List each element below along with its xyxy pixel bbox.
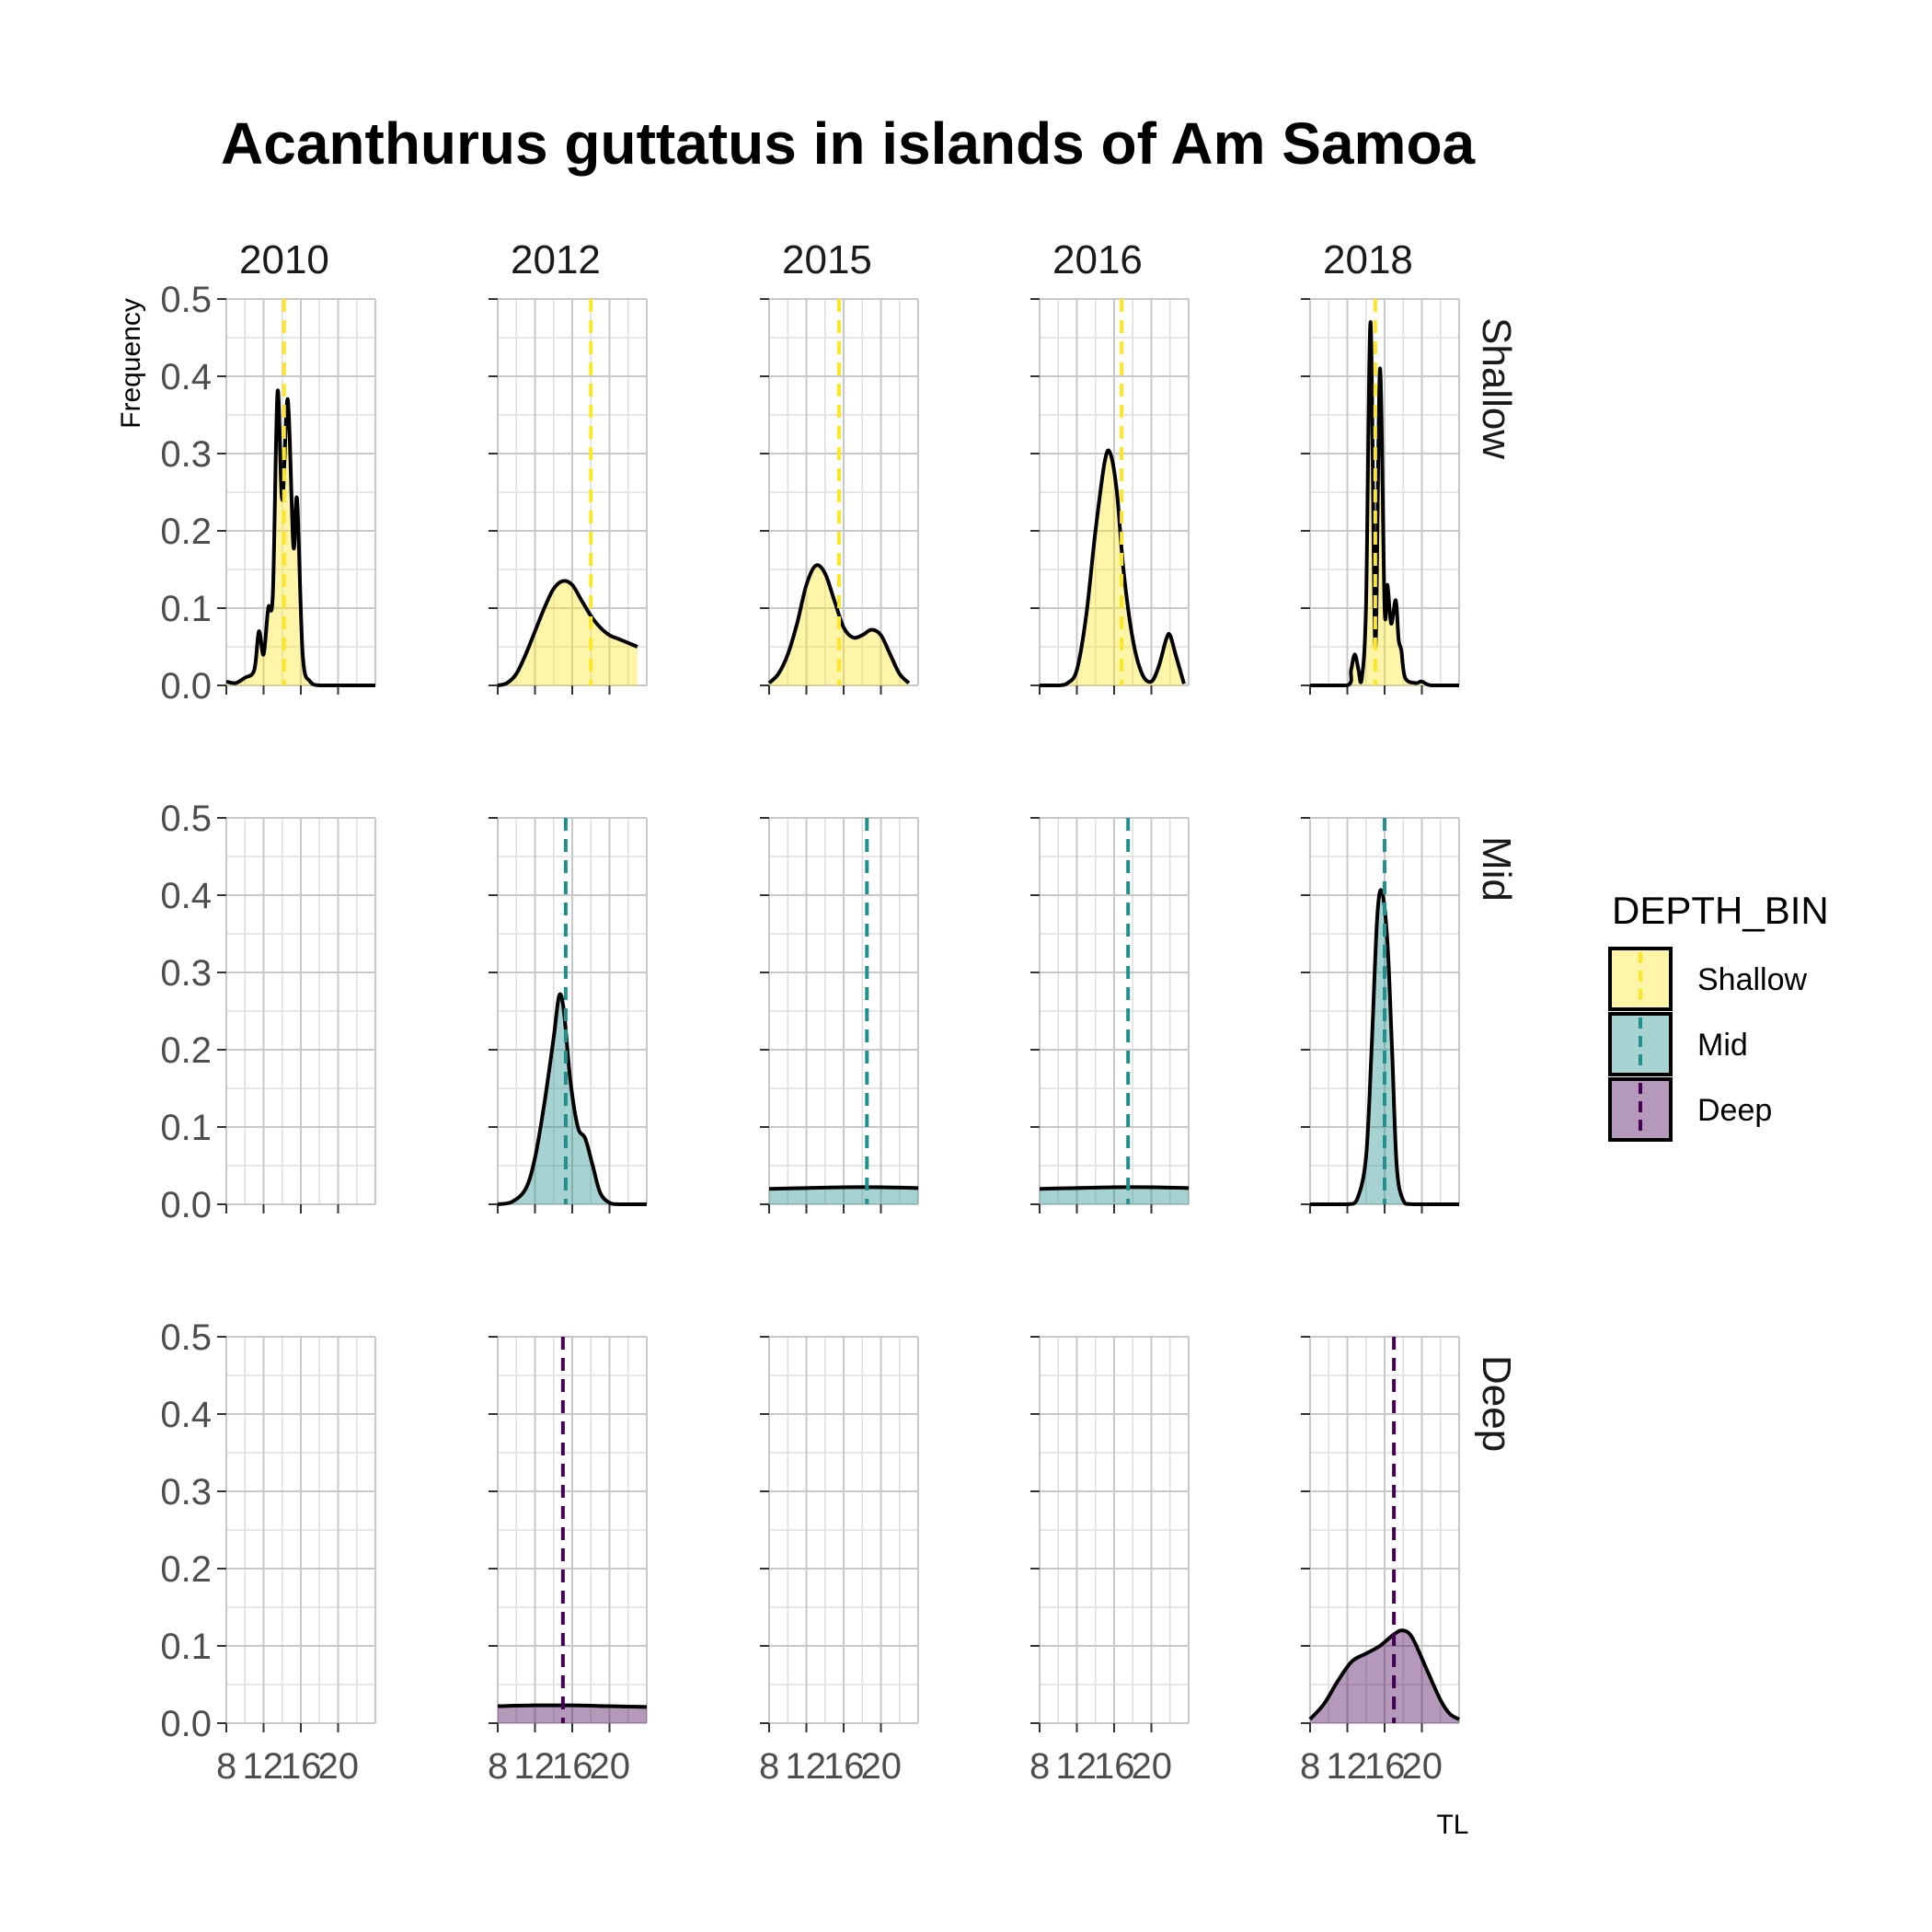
strip-label-mid: Mid (1474, 836, 1519, 902)
density-line-2015-shallow (767, 563, 911, 684)
facet-panels: 2010 2012 2015 2016 2018ShallowMidDeep0.00.1… (160, 237, 1519, 1787)
density-line-2010-shallow (225, 388, 375, 687)
strip-label-shallow: Shallow (1474, 317, 1519, 459)
panel-2016-shallow (1030, 298, 1190, 695)
y-tick-label: 0.4 (160, 1395, 212, 1435)
strip-label-2016: 2016 (1052, 237, 1143, 282)
strip-label-deep: Deep (1474, 1355, 1519, 1452)
legend-label-shallow: Shallow (1697, 962, 1808, 997)
y-tick-label: 0.0 (160, 1185, 212, 1225)
y-tick-label: 0.3 (160, 1472, 212, 1512)
panel-2015-shallow (760, 298, 919, 695)
x-tick-label: 8 (488, 1746, 508, 1787)
x-tick-label: 20 (590, 1746, 631, 1787)
density-line-2016-mid (1039, 1185, 1190, 1191)
y-tick-label: 0.0 (160, 666, 212, 707)
legend-title: DEPTH_BIN (1612, 889, 1829, 932)
y-tick-label: 0.1 (160, 1108, 212, 1148)
x-tick-label: 12 (514, 1746, 556, 1787)
x-tick-label: 20 (1132, 1746, 1173, 1787)
density-line-2015-mid (768, 1185, 919, 1191)
x-tick-label: 8 (759, 1746, 779, 1787)
density-line-2018-mid (1310, 888, 1459, 1206)
x-tick-label: 12 (1327, 1746, 1368, 1787)
density-line-2012-deep (497, 1703, 648, 1709)
y-axis-title: Frequency (116, 298, 146, 429)
x-tick-label: 12 (786, 1746, 827, 1787)
y-tick-label: 0.2 (160, 1030, 212, 1071)
x-tick-label: 12 (1056, 1746, 1098, 1787)
y-tick-label: 0.1 (160, 589, 212, 629)
legend: DEPTH_BIN Shallow Mid Deep (1608, 889, 1829, 1142)
y-tick-label: 0.3 (160, 953, 212, 994)
strip-label-2012: 2012 (511, 237, 601, 282)
density-area-2016-shallow (1040, 450, 1184, 685)
density-area-2015-mid (769, 1187, 918, 1204)
density-area-2016-mid (1040, 1187, 1189, 1204)
y-tick-label: 0.5 (160, 280, 212, 320)
x-tick-label: 8 (216, 1746, 236, 1787)
y-tick-label: 0.4 (160, 876, 212, 916)
legend-label-mid: Mid (1697, 1028, 1748, 1063)
density-line-2012-shallow (497, 579, 638, 687)
y-tick-label: 0.5 (160, 799, 212, 839)
legend-label-deep: Deep (1697, 1093, 1772, 1128)
y-tick-label: 0.2 (160, 512, 212, 552)
panel-2012-shallow (489, 298, 648, 695)
x-tick-label: 12 (243, 1746, 284, 1787)
x-tick-label: 16 (1364, 1746, 1406, 1787)
x-tick-label: 20 (318, 1746, 360, 1787)
density-area-2018-deep (1310, 1630, 1459, 1723)
strip-label-2018: 2018 (1323, 237, 1413, 282)
y-tick-label: 0.4 (160, 357, 212, 397)
y-tick-label: 0.2 (160, 1549, 212, 1590)
legend-item-deep: Deep (1608, 1077, 1772, 1142)
x-tick-label: 16 (823, 1746, 865, 1787)
x-axis-title: TL (1436, 1810, 1468, 1840)
strip-label-2015: 2015 (782, 237, 872, 282)
x-tick-label: 20 (861, 1746, 903, 1787)
panel-2012-mid (489, 817, 648, 1213)
x-tick-label: 16 (1094, 1746, 1135, 1787)
y-tick-label: 0.0 (160, 1704, 212, 1744)
legend-item-shallow: Shallow (1608, 947, 1808, 1011)
panel-2016-mid (1030, 817, 1190, 1213)
chart-title: Acanthurus guttatus in islands of Am Sam… (221, 110, 1476, 177)
y-tick-label: 0.1 (160, 1627, 212, 1667)
legend-item-mid: Mid (1608, 1012, 1748, 1076)
density-area-2012-deep (498, 1705, 647, 1723)
density-line-2016-shallow (1040, 448, 1186, 687)
x-tick-label: 16 (281, 1746, 322, 1787)
strip-label-2010: 2010 (239, 237, 329, 282)
panel-2010-mid: 0.0 0.1 0.2 0.3 0.4 0.5 (160, 799, 376, 1225)
density-area-2012-shallow (498, 581, 638, 685)
y-tick-label: 0.3 (160, 434, 212, 475)
y-tick-label: 0.5 (160, 1317, 212, 1358)
x-tick-label: 20 (1402, 1746, 1443, 1787)
x-tick-label: 8 (1029, 1746, 1050, 1787)
x-tick-label: 8 (1300, 1746, 1320, 1787)
density-area-2018-mid (1310, 890, 1459, 1204)
x-tick-label: 16 (552, 1746, 593, 1787)
density-line-2018-shallow (1310, 320, 1459, 687)
panel-2015-mid (760, 817, 919, 1213)
panel-2010-shallow: 0.0 0.1 0.2 0.3 0.4 0.5 (160, 280, 376, 707)
